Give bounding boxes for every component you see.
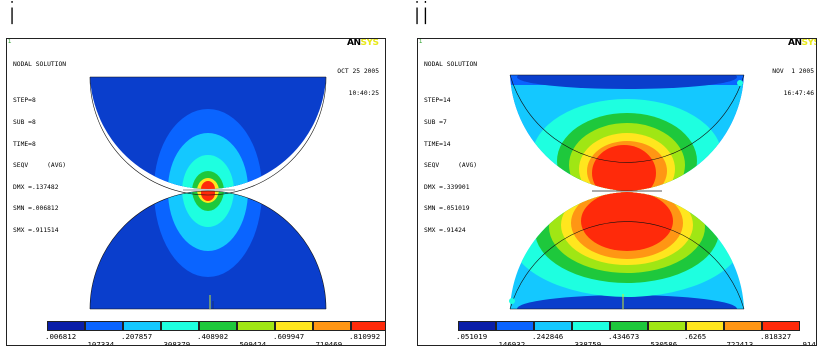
legend-tick-label: .91424 xyxy=(798,340,816,346)
legend-tick-label: .722413 xyxy=(722,340,754,346)
legend-swatch xyxy=(534,321,572,331)
legend-tick-label: .146932 xyxy=(494,340,526,346)
legend-tick-label: .107334 xyxy=(83,340,115,346)
legend-swatch xyxy=(237,321,275,331)
stress-contour-ii xyxy=(509,74,745,310)
info-line: SMX =.91424 xyxy=(424,227,466,235)
legend-tick-label: .338759 xyxy=(570,340,602,346)
timestamp-i: OCT 25 2005 10:40:25 xyxy=(337,54,379,112)
legend-tick-label: .308379 xyxy=(159,340,191,346)
info-line: SEQV (AVG) xyxy=(13,162,67,170)
info-line: TIME=8 xyxy=(13,140,36,148)
info-line: DMX =.339901 xyxy=(424,183,470,191)
contour-legend-i xyxy=(47,321,385,331)
legend-tick-label: .530586 xyxy=(646,340,678,346)
info-line: NODAL SOLUTION xyxy=(13,61,67,69)
legend-swatch xyxy=(275,321,313,331)
info-line: SEQV (AVG) xyxy=(424,162,478,170)
ansys-logo: ANSYS xyxy=(347,38,379,48)
panel-label-ii: ii xyxy=(413,0,430,32)
legend-swatch xyxy=(648,321,686,331)
legend-swatch xyxy=(762,321,800,331)
info-line: STEP=8 xyxy=(13,97,36,105)
info-line: DMX =.137482 xyxy=(13,183,59,191)
legend-tick-label: .408902 xyxy=(197,332,229,341)
info-line: TIME=14 xyxy=(424,140,451,148)
time-text: 16:47:46 xyxy=(783,90,814,98)
legend-swatch xyxy=(724,321,762,331)
info-line: SUB =7 xyxy=(424,119,447,127)
legend-swatch xyxy=(85,321,123,331)
date-text: NOV 1 2005 xyxy=(772,68,814,76)
info-line: NODAL SOLUTION xyxy=(424,61,478,69)
info-line: SUB =8 xyxy=(13,119,36,127)
legend-tick-label: .710469 xyxy=(311,340,343,346)
legend-tick-label: .006812 xyxy=(45,332,77,341)
legend-swatch xyxy=(572,321,610,331)
fea-plot-panel-i: 1 NODAL SOLUTION STEP=8 SUB =8 TIME=8 SE… xyxy=(6,38,386,346)
date-text: OCT 25 2005 xyxy=(337,68,379,76)
legend-tick-label: .818327 xyxy=(760,332,792,341)
legend-tick-label: .207857 xyxy=(121,332,153,341)
solution-info-i: NODAL SOLUTION STEP=8 SUB =8 TIME=8 SEQV… xyxy=(13,47,66,249)
solution-info-ii: NODAL SOLUTION STEP=14 SUB =7 TIME=14 SE… xyxy=(424,47,477,249)
window-number: 1 xyxy=(8,39,12,45)
stress-contour-i xyxy=(89,76,327,310)
legend-swatch xyxy=(496,321,534,331)
legend-tick-label: .509424 xyxy=(235,340,267,346)
info-line: SMN =.051019 xyxy=(424,205,470,213)
legend-swatch xyxy=(47,321,85,331)
upper-cylinder-i xyxy=(90,77,326,190)
lower-cylinder-ii xyxy=(510,192,744,309)
legend-tick-label: .810992 xyxy=(349,332,381,341)
legend-tick-label: .434673 xyxy=(608,332,640,341)
fea-plot-panel-ii: 1 NODAL SOLUTION STEP=14 SUB =7 TIME=14 … xyxy=(417,38,817,346)
legend-swatch xyxy=(199,321,237,331)
window-number: 1 xyxy=(419,39,423,45)
legend-tick-label: .051019 xyxy=(456,332,488,341)
info-line: STEP=14 xyxy=(424,97,451,105)
legend-swatch xyxy=(610,321,648,331)
time-text: 10:40:25 xyxy=(348,90,379,98)
info-line: SMN =.006812 xyxy=(13,205,59,213)
legend-swatch xyxy=(458,321,496,331)
ansys-logo: ANSYS xyxy=(788,38,816,48)
legend-swatch xyxy=(123,321,161,331)
legend-swatch xyxy=(313,321,351,331)
legend-swatch xyxy=(161,321,199,331)
legend-swatch xyxy=(686,321,724,331)
contour-legend-ii xyxy=(458,321,800,331)
timestamp-ii: NOV 1 2005 16:47:46 xyxy=(772,54,814,112)
legend-tick-label: .6265 xyxy=(684,332,707,341)
info-line: SMX =.911514 xyxy=(13,227,59,235)
panel-label-i: i xyxy=(8,0,17,32)
legend-tick-label: .609947 xyxy=(273,332,305,341)
legend-tick-label: .242846 xyxy=(532,332,564,341)
legend-swatch xyxy=(351,321,385,331)
